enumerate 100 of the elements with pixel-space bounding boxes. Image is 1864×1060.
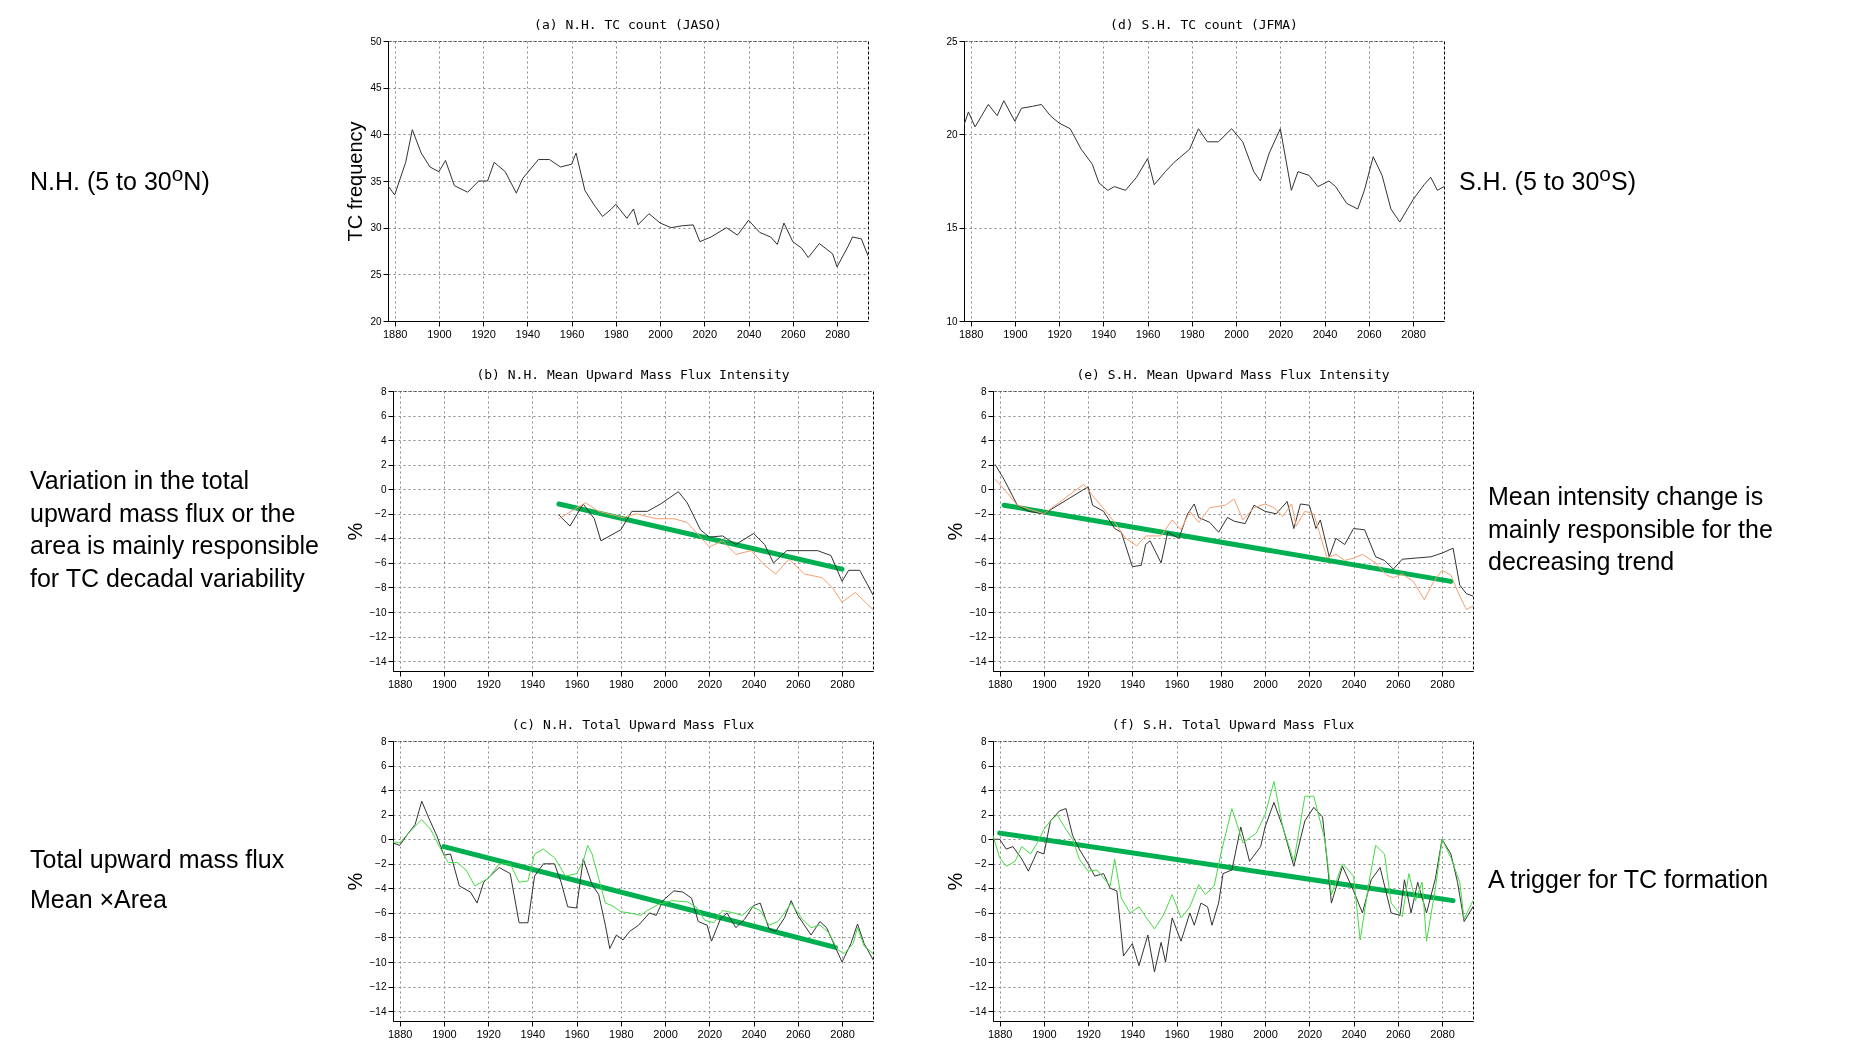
x-tick-label: 1940: [1120, 677, 1146, 690]
x-tick-label: 2000: [1253, 1027, 1278, 1040]
x-tick-label: 2060: [1386, 677, 1411, 690]
line-series: [558, 491, 873, 596]
line-series: [393, 800, 873, 963]
x-tick-label: 1880: [987, 677, 1013, 690]
y-tick-label: −12: [969, 981, 987, 993]
x-tick-label: 1880: [382, 327, 408, 340]
x-tick-label: 1940: [515, 327, 541, 340]
y-tick-label: −12: [369, 981, 387, 993]
y-tick-label: −4: [375, 532, 387, 544]
x-tick-label: 2080: [825, 327, 850, 340]
y-tick-label: −12: [369, 631, 387, 643]
x-tick-label: 1920: [471, 327, 496, 340]
x-tick-label: 2040: [1312, 327, 1338, 340]
x-tick-label: 1960: [1135, 327, 1161, 340]
y-tick-label: −10: [969, 956, 987, 968]
y-tick-label: 2: [380, 809, 387, 821]
x-tick-label: 2060: [781, 327, 806, 340]
y-tick-label: 2: [980, 809, 987, 821]
x-tick-label: 1920: [1076, 677, 1101, 690]
x-tick-label: 1960: [559, 327, 585, 340]
y-tick-label: 0: [380, 483, 387, 495]
chart-title: (c) N.H. Total Upward Mass Flux: [511, 717, 755, 732]
y-tick-label: 40: [370, 128, 382, 140]
x-tick-label: 1980: [609, 677, 634, 690]
line-series: [993, 801, 1473, 973]
y-tick-label: −2: [375, 508, 387, 520]
x-tick-label: 2080: [1401, 327, 1426, 340]
x-tick-label: 1900: [1032, 1027, 1057, 1040]
x-tick-label: 2060: [786, 677, 811, 690]
line-series: [964, 100, 1444, 223]
y-tick-label: 0: [980, 833, 987, 845]
x-tick-label: 2000: [648, 327, 673, 340]
y-tick-label: −4: [375, 882, 387, 894]
x-tick-label: 2040: [1341, 677, 1367, 690]
text: Mean intensity change is mainly responsible for the decreasing trend: [1488, 481, 1774, 578]
x-tick-label: 2040: [1341, 1027, 1367, 1040]
y-tick-label: −10: [369, 956, 387, 968]
y-tick-label: 25: [946, 35, 958, 47]
y-tick-label: −6: [975, 557, 987, 569]
x-tick-label: 1920: [1047, 327, 1072, 340]
x-tick-label: 2080: [1430, 1027, 1455, 1040]
x-tick-label: 1920: [476, 1027, 501, 1040]
x-tick-label: 2080: [830, 677, 855, 690]
x-tick-label: 1980: [1209, 677, 1234, 690]
y-tick-label: −8: [375, 581, 387, 593]
x-tick-label: 1940: [1120, 1027, 1146, 1040]
y-tick-label: −6: [375, 907, 387, 919]
line-series: [388, 129, 868, 268]
x-tick-label: 2020: [692, 327, 718, 340]
y-tick-label: 45: [370, 82, 382, 94]
x-tick-label: 2060: [1357, 327, 1382, 340]
x-tick-label: 1980: [609, 1027, 634, 1040]
y-tick-label: 6: [980, 410, 987, 422]
text: S.H. (5 to 30$^{o}$S): [1459, 161, 1637, 198]
y-tick-label: −8: [375, 931, 387, 943]
y-tick-label: 4: [380, 784, 387, 796]
y-tick-label: −2: [975, 858, 987, 870]
line-series: [558, 502, 873, 611]
y-tick-label: 6: [380, 760, 387, 772]
x-tick-label: 2080: [830, 1027, 855, 1040]
y-tick-label: −12: [969, 631, 987, 643]
x-tick-label: 1920: [476, 677, 501, 690]
y-axis-title: %: [343, 522, 366, 541]
chart-title: (e) S.H. Mean Upward Mass Flux Intensity: [1076, 367, 1390, 382]
x-tick-label: 1980: [1209, 1027, 1234, 1040]
x-tick-label: 1900: [1032, 677, 1057, 690]
line-series: [994, 478, 1473, 611]
y-tick-label: 0: [380, 833, 387, 845]
y-tick-label: 8: [380, 385, 387, 397]
text: A trigger for TC formation: [1488, 863, 1770, 895]
y-tick-label: 0: [980, 483, 987, 495]
y-tick-label: 6: [380, 410, 387, 422]
y-tick-label: 8: [980, 385, 987, 397]
y-tick-label: 4: [380, 434, 387, 446]
x-tick-label: 2000: [653, 677, 678, 690]
chart-title: (b) N.H. Mean Upward Mass Flux Intensity: [476, 367, 790, 382]
y-tick-label: −8: [975, 581, 987, 593]
y-tick-label: 2: [380, 459, 387, 471]
y-tick-label: 20: [946, 128, 958, 140]
x-tick-label: 1880: [987, 1027, 1013, 1040]
y-tick-label: 4: [980, 784, 987, 796]
text: Mean ×Area: [30, 884, 168, 915]
x-tick-label: 2020: [1268, 327, 1294, 340]
x-tick-label: 2060: [1386, 1027, 1411, 1040]
chart-title: (f) S.H. Total Upward Mass Flux: [1111, 717, 1355, 732]
y-tick-label: 30: [370, 222, 382, 234]
x-tick-label: 2000: [1253, 677, 1278, 690]
x-tick-label: 2020: [697, 677, 723, 690]
x-tick-label: 2080: [1430, 677, 1455, 690]
x-tick-label: 2060: [786, 1027, 811, 1040]
x-tick-label: 1980: [1180, 327, 1205, 340]
y-axis-title: TC frequency: [344, 121, 367, 242]
y-tick-label: −14: [969, 1005, 987, 1017]
x-tick-label: 1900: [432, 677, 457, 690]
x-tick-label: 2040: [736, 327, 762, 340]
y-tick-label: −4: [975, 882, 987, 894]
y-tick-label: −14: [369, 1005, 387, 1017]
chart-title: (d) S.H. TC count (JFMA): [1110, 17, 1298, 32]
